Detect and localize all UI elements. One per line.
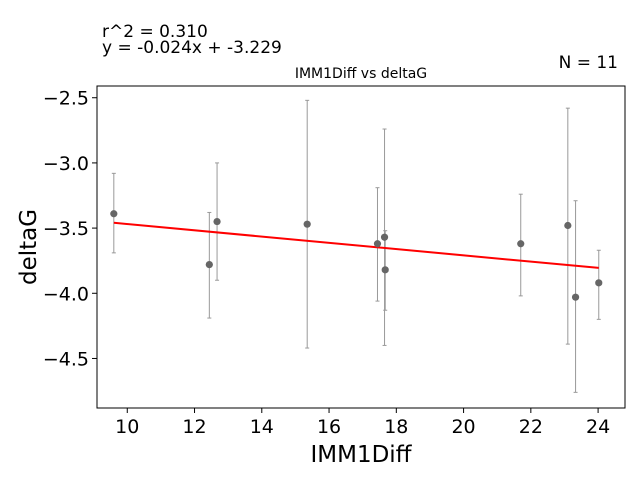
data-point — [205, 260, 213, 269]
data-points — [110, 210, 603, 301]
data-point — [303, 220, 311, 228]
data-point — [381, 266, 389, 274]
axes-frame — [96, 85, 626, 409]
data-point — [110, 210, 118, 218]
y-tick-label: −3.5 — [43, 218, 89, 240]
x-tick-label: 24 — [586, 416, 610, 438]
x-tick-label: 14 — [250, 416, 274, 438]
data-point — [380, 233, 389, 241]
y-tick-label: −4.5 — [43, 348, 89, 370]
x-axis-label: IMM1Diff — [310, 442, 412, 468]
x-tick-label: 10 — [115, 416, 139, 438]
y-axis-label: deltaG — [16, 209, 42, 285]
y-tick-label: −4.0 — [43, 283, 89, 305]
x-tick-label: 16 — [317, 416, 341, 438]
x-tick-label: 18 — [384, 416, 408, 438]
plot-area: 10 12 14 16 18 20 22 24 −2.5 −3.0 −3.5 −4.0 −4.5 — [43, 85, 626, 438]
x-tick-label: 12 — [182, 416, 206, 438]
chart-title: IMM1Diff vs deltaG — [295, 66, 427, 82]
regression-equation-annotation: y = -0.024x + -3.229 — [102, 38, 282, 58]
data-point — [595, 279, 603, 287]
x-tick-label: 22 — [519, 416, 543, 438]
x-axis-ticks: 10 12 14 16 18 20 22 24 — [115, 408, 610, 438]
x-tick-label: 20 — [451, 416, 475, 438]
data-point — [517, 240, 525, 248]
sample-size-annotation: N = 11 — [559, 53, 618, 73]
r-squared-annotation: r^2 = 0.310 — [102, 22, 208, 42]
regression-line — [113, 221, 599, 269]
data-point — [571, 293, 580, 301]
data-point — [564, 221, 572, 230]
y-tick-label: −2.5 — [43, 88, 89, 110]
y-axis-ticks: −2.5 −3.0 −3.5 −4.0 −4.5 — [43, 88, 97, 370]
data-point — [373, 240, 382, 248]
data-point — [213, 217, 221, 226]
y-tick-label: −3.0 — [43, 153, 89, 175]
